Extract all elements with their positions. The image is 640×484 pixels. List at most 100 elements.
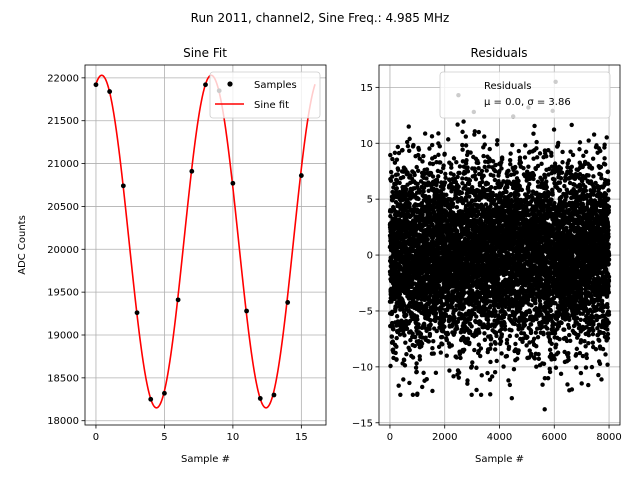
residual-point	[510, 143, 514, 147]
sample-point	[148, 397, 153, 402]
residual-point	[457, 370, 461, 374]
residual-point	[394, 336, 398, 340]
residual-point	[411, 143, 415, 147]
residual-point	[516, 348, 520, 352]
residual-point	[455, 205, 459, 209]
sine-fit-ytick-label: 21000	[47, 159, 79, 170]
residual-point	[398, 393, 402, 397]
residual-point	[493, 370, 497, 374]
residual-point	[428, 322, 432, 326]
residual-point	[458, 356, 462, 360]
residual-point	[396, 145, 400, 149]
residual-point	[517, 149, 521, 153]
residual-point	[519, 160, 523, 164]
residual-point	[503, 312, 507, 316]
residual-point	[489, 342, 493, 346]
residual-point	[488, 147, 492, 151]
residual-point	[473, 129, 477, 133]
residual-point	[521, 166, 525, 170]
residual-point	[407, 137, 411, 141]
residual-point	[415, 317, 419, 321]
residual-point	[425, 377, 429, 381]
sine-fit-ytick-label: 18000	[47, 416, 79, 427]
residual-point	[439, 170, 443, 174]
residual-point	[493, 341, 497, 345]
residual-point	[479, 346, 483, 350]
sample-point	[203, 82, 208, 87]
residual-point	[407, 149, 411, 153]
sine-fit-legend-box	[210, 72, 320, 118]
residual-point	[388, 364, 392, 368]
residual-point	[474, 314, 478, 318]
sample-point	[258, 396, 263, 401]
residual-point	[427, 339, 431, 343]
sample-point	[299, 173, 304, 178]
residual-point	[443, 172, 447, 176]
residual-point	[470, 360, 474, 364]
residual-point	[516, 179, 520, 183]
residual-point	[394, 345, 398, 349]
residual-point	[408, 348, 412, 352]
residual-point	[479, 393, 483, 397]
residual-point	[406, 144, 410, 148]
residual-point	[467, 194, 471, 198]
residual-point	[493, 347, 497, 351]
residual-point	[494, 334, 498, 338]
residual-point	[482, 134, 486, 138]
residual-point	[489, 337, 493, 341]
sine-fit-ytick-label: 19500	[47, 288, 79, 299]
residual-point	[418, 357, 422, 361]
residual-point	[468, 150, 472, 154]
residual-point	[495, 138, 499, 142]
sine-fit-frame	[85, 65, 326, 425]
residual-point	[464, 143, 468, 147]
residual-point	[486, 318, 490, 322]
residual-point	[513, 165, 517, 169]
residual-point	[451, 201, 455, 205]
residual-point	[508, 334, 512, 338]
residual-point	[512, 367, 516, 371]
residual-point	[495, 359, 499, 363]
residual-point	[482, 331, 486, 335]
residual-point	[466, 169, 470, 173]
residual-point	[394, 357, 398, 361]
residual-point	[390, 157, 394, 161]
sine-fit-ytick-label: 20000	[47, 245, 79, 256]
residual-point	[474, 366, 478, 370]
residual-point	[493, 309, 497, 313]
residual-point	[514, 170, 518, 174]
residual-point	[469, 393, 473, 397]
residual-point	[395, 186, 399, 190]
residual-point	[454, 355, 458, 359]
residual-point	[496, 277, 500, 281]
residual-point	[420, 385, 424, 389]
residual-point	[420, 159, 424, 163]
residuals-title: Residuals	[471, 46, 528, 60]
residual-point	[454, 160, 458, 164]
sample-point	[135, 310, 140, 315]
residual-point	[474, 388, 478, 392]
residual-point	[435, 180, 439, 184]
residual-point	[467, 341, 471, 345]
residual-point	[402, 358, 406, 362]
residual-point	[393, 151, 397, 155]
residual-point	[503, 327, 507, 331]
samples-legend-label: Samples	[254, 80, 297, 91]
sample-point	[94, 82, 99, 87]
residual-point	[518, 155, 522, 159]
residual-point	[483, 338, 487, 342]
residual-point	[426, 237, 430, 241]
residual-point	[430, 134, 434, 138]
residual-point	[441, 163, 445, 167]
residual-point	[508, 383, 512, 387]
residual-point	[421, 371, 425, 375]
residual-point	[515, 357, 519, 361]
residual-point	[450, 343, 454, 347]
residual-point	[396, 168, 400, 172]
sine-fit-xtick-label: 10	[227, 432, 240, 443]
sample-point	[162, 391, 167, 396]
residual-point	[404, 187, 408, 191]
